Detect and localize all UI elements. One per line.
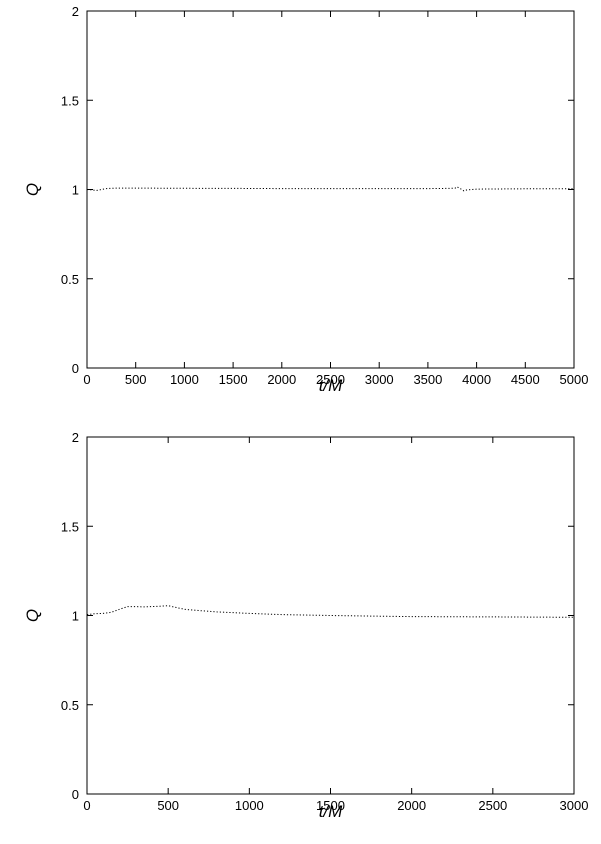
x-tick-label: 1500 [219, 372, 248, 387]
x-tick-label: 2500 [316, 372, 345, 387]
x-tick-label: 5000 [560, 372, 589, 387]
y-tick-label: 0 [72, 361, 79, 376]
x-tick-label: 4500 [511, 372, 540, 387]
x-tick-label: 1500 [316, 798, 345, 813]
x-tick-label: 3500 [413, 372, 442, 387]
y-tick-label: 1.5 [61, 519, 79, 534]
series-line [86, 605, 575, 618]
x-tick-label: 0 [83, 372, 90, 387]
y-tick-label: 0.5 [61, 698, 79, 713]
y-tick-label: 2 [72, 430, 79, 445]
x-axis-label: t/M [319, 802, 343, 821]
chart-panel-2: 0 500 1000 1500 2000 2500 3000 0 0.5 1 1.5 2 t/M Q [23, 430, 588, 821]
y-tick-label: 0.5 [61, 272, 79, 287]
chart-panel-1: 0 500 1000 1500 2000 2500 3000 3500 4000 4500 5000… [23, 4, 588, 395]
y-tick-label: 0 [72, 787, 79, 802]
x-tick-label: 0 [83, 798, 90, 813]
y-tick-label: 1 [72, 609, 79, 624]
y-tick-label: 1 [72, 183, 79, 198]
x-tick-label: 2000 [267, 372, 296, 387]
y-tick-label: 2 [72, 4, 79, 19]
x-tick-label: 1000 [235, 798, 264, 813]
x-tick-label: 3000 [365, 372, 394, 387]
x-tick-label: 3000 [560, 798, 589, 813]
y-axis-label: Q [23, 183, 42, 196]
plot-frame [86, 10, 575, 369]
x-tick-label: 4000 [462, 372, 491, 387]
series-line [86, 186, 574, 192]
x-tick-label: 2000 [397, 798, 426, 813]
x-axis-label: t/M [319, 376, 343, 395]
y-tick-label: 1.5 [61, 93, 79, 108]
plot-frame [86, 436, 575, 795]
y-axis-label: Q [23, 609, 42, 622]
x-tick-label: 2500 [478, 798, 507, 813]
x-tick-label: 500 [157, 798, 179, 813]
x-tick-label: 1000 [170, 372, 199, 387]
x-tick-label: 500 [125, 372, 147, 387]
